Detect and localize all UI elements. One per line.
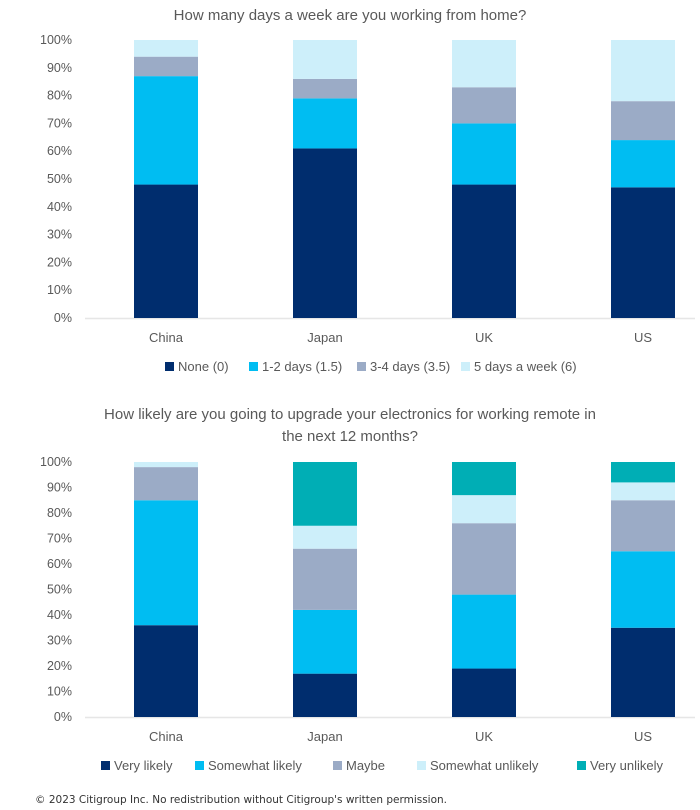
x-category-label: China [149, 330, 184, 345]
chart-title: How many days a week are you working fro… [174, 7, 527, 24]
bar-segment [134, 184, 198, 318]
bar-segment [293, 609, 357, 674]
bar-segment [452, 668, 516, 717]
copyright-footer: © 2023 Citigroup Inc. No redistribution … [35, 794, 448, 806]
bar-segment [611, 462, 675, 483]
bar-segment [293, 78, 357, 99]
y-tick-label: 90% [47, 61, 72, 75]
bar-segment [452, 495, 516, 524]
bar-segment [452, 184, 516, 318]
y-tick-label: 20% [47, 255, 72, 269]
bar-segment [134, 56, 198, 77]
bar-segment [293, 148, 357, 318]
legend-label: None (0) [178, 359, 229, 374]
bar-segment [134, 40, 198, 57]
legend-swatch [101, 761, 110, 770]
y-tick-label: 60% [47, 144, 72, 158]
y-tick-label: 70% [47, 532, 72, 546]
bar-segment [611, 187, 675, 318]
y-tick-label: 60% [47, 557, 72, 571]
x-category-label: US [634, 729, 652, 744]
legend-swatch [417, 761, 426, 770]
x-category-label: Japan [307, 729, 342, 744]
bar-segment [293, 673, 357, 717]
legend-swatch [461, 362, 470, 371]
y-tick-label: 90% [47, 481, 72, 495]
legend-swatch [357, 362, 366, 371]
bar-segment [134, 500, 198, 626]
legend-label: Somewhat unlikely [430, 758, 539, 773]
bar-segment [452, 594, 516, 669]
bar-segment [452, 87, 516, 124]
legend-label: Very unlikely [590, 758, 663, 773]
bar-segment [611, 140, 675, 188]
x-category-label: US [634, 330, 652, 345]
y-tick-label: 70% [47, 116, 72, 130]
y-tick-label: 0% [54, 710, 72, 724]
legend-swatch [333, 761, 342, 770]
y-tick-label: 50% [47, 172, 72, 186]
y-tick-label: 0% [54, 311, 72, 325]
bar-segment [452, 123, 516, 185]
legend-label: Maybe [346, 758, 385, 773]
legend-label: Very likely [114, 758, 173, 773]
bar-segment [611, 101, 675, 141]
bar-segment [293, 40, 357, 79]
y-tick-label: 10% [47, 283, 72, 297]
legend-label: 1-2 days (1.5) [262, 359, 342, 374]
bar-segment [293, 525, 357, 549]
y-tick-label: 30% [47, 634, 72, 648]
bar-segment [611, 551, 675, 628]
y-tick-label: 50% [47, 583, 72, 597]
bar-segment [611, 627, 675, 717]
bar-segment [611, 482, 675, 501]
bar-segment [293, 98, 357, 149]
legend-swatch [195, 761, 204, 770]
bar-segment [611, 500, 675, 552]
bar-segment [134, 625, 198, 717]
y-tick-label: 10% [47, 685, 72, 699]
y-tick-label: 20% [47, 659, 72, 673]
x-category-label: UK [475, 330, 493, 345]
y-tick-label: 40% [47, 608, 72, 622]
y-tick-label: 80% [47, 506, 72, 520]
legend-swatch [577, 761, 586, 770]
bar-segment [134, 76, 198, 185]
y-tick-label: 80% [47, 89, 72, 103]
bar-segment [611, 40, 675, 102]
bar-segment [452, 462, 516, 496]
bar-segment [134, 462, 198, 468]
bar-segment [134, 467, 198, 501]
y-tick-label: 30% [47, 228, 72, 242]
bar-segment [452, 523, 516, 595]
y-tick-label: 40% [47, 200, 72, 214]
legend-label: 5 days a week (6) [474, 359, 577, 374]
x-category-label: China [149, 729, 184, 744]
chart-title: How likely are you going to upgrade your… [104, 406, 596, 423]
legend-swatch [165, 362, 174, 371]
legend-swatch [249, 362, 258, 371]
bar-segment [452, 40, 516, 88]
bar-segment [293, 462, 357, 526]
x-category-label: UK [475, 729, 493, 744]
x-category-label: Japan [307, 330, 342, 345]
legend-label: 3-4 days (3.5) [370, 359, 450, 374]
y-tick-label: 100% [40, 455, 72, 469]
legend-label: Somewhat likely [208, 758, 302, 773]
bar-segment [293, 548, 357, 610]
chart-title: the next 12 months? [282, 428, 418, 445]
y-tick-label: 100% [40, 33, 72, 47]
